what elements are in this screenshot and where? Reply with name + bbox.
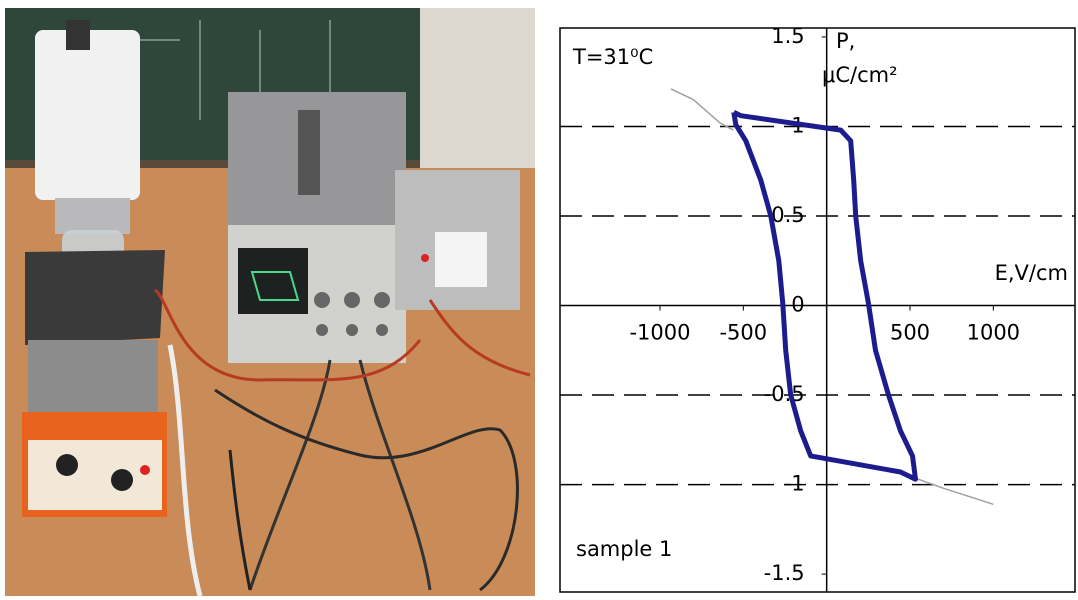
hotplate-body: [28, 340, 158, 415]
x-axis-label: E,V/cm: [995, 261, 1068, 285]
hotplate-top: [25, 250, 165, 345]
chalk-marks: [120, 20, 331, 150]
data-line: [731, 109, 918, 482]
x-tick-label: 1000: [967, 321, 1020, 345]
y-tick-label: -1: [784, 472, 805, 496]
y-tick-label: 1.5: [771, 24, 804, 48]
scope-handle: [298, 110, 320, 195]
knob: [111, 469, 133, 491]
x-tick-label: -500: [719, 321, 767, 345]
plot-frame: [559, 27, 1076, 593]
y-tick-label: 0.5: [771, 203, 804, 227]
foil: [55, 198, 130, 234]
y-tick-label: 0: [791, 293, 804, 317]
hotplate-label: [28, 440, 162, 510]
scope-screen: [238, 248, 308, 314]
y-tick-label: -1.5: [764, 561, 805, 585]
styrofoam: [35, 30, 140, 200]
chalk-ledge: [5, 160, 420, 168]
y-axis-label: P,: [836, 29, 855, 53]
supply-label: [435, 232, 487, 287]
x-tick-label: -1000: [629, 321, 690, 345]
y-axis-label: μC/cm²: [822, 63, 898, 87]
cables: [153, 288, 531, 597]
photo: [5, 8, 535, 597]
chart-title: T=31⁰C: [572, 45, 653, 69]
annotation: sample 1: [576, 537, 672, 561]
scope-knobs: [314, 292, 390, 336]
data-line: [670, 88, 994, 506]
x-tick-label: 500: [890, 321, 930, 345]
supply-lamp: [421, 254, 429, 262]
thermometer: [66, 20, 90, 50]
lamp: [140, 465, 150, 475]
wall: [420, 8, 535, 188]
scope-trace: [250, 271, 300, 301]
knob: [56, 454, 78, 476]
y-tick-label: -0.5: [764, 382, 805, 406]
